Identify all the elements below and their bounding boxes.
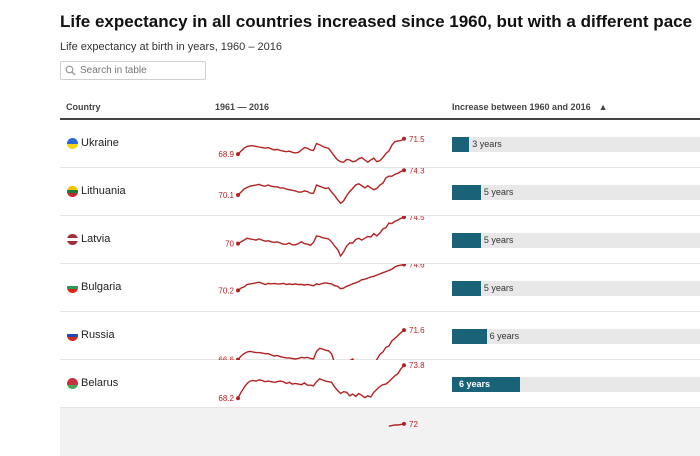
sparkline-end-point	[402, 216, 406, 220]
sparkline-end-point	[402, 136, 406, 141]
page-title: Life expectancy in all countries increas…	[60, 12, 693, 31]
table-row: 72	[60, 408, 700, 456]
sparkline-path	[237, 264, 405, 291]
sparkline-end-label: 74.5	[409, 216, 425, 222]
sparkline-end-point	[402, 264, 406, 267]
sparkline-path	[237, 169, 405, 205]
table-row: Lithuania 70.1 74.3 5 years	[60, 168, 700, 216]
search-input[interactable]	[80, 65, 200, 76]
sparkline-start-point	[236, 357, 240, 360]
sparkline-path	[237, 216, 405, 258]
sparkline-start-point	[236, 193, 240, 198]
increase-bar	[452, 281, 481, 296]
sparkline-path	[388, 423, 405, 427]
sparkline: 70 74.5	[225, 216, 425, 258]
sparkline-end-point	[402, 421, 406, 426]
sparkline-end-label: 73.8	[409, 361, 425, 370]
increase-bar-track	[452, 137, 700, 152]
table-header: Country 1961 — 2016 Increase between 196…	[60, 96, 700, 120]
search-box[interactable]	[60, 61, 206, 80]
sparkline: 68.2 73.8	[218, 361, 425, 403]
sparkline-end-label: 71.6	[409, 326, 425, 335]
sparkline-start-point	[236, 288, 240, 293]
increase-bar	[452, 233, 481, 248]
sparkline-start-label: 70.2	[218, 286, 234, 295]
table-body: Ukraine 68.9 71.5 3 years Lithuania 70.1 74.3 5…	[60, 120, 700, 456]
flag-icon	[67, 330, 78, 341]
flag-icon	[67, 138, 78, 149]
flag-icon	[67, 234, 78, 245]
increase-label: 5 years	[483, 283, 514, 293]
table-row: Ukraine 68.9 71.5 3 years	[60, 120, 700, 168]
country-name: Ukraine	[81, 137, 119, 149]
sparkline-start-point	[236, 241, 240, 246]
increase-bar-track	[452, 185, 700, 200]
increase-bar	[452, 377, 520, 392]
sort-ascending-icon[interactable]: ▲	[598, 102, 608, 112]
sparkline-start-label: 68.9	[218, 150, 234, 159]
flag-icon	[67, 282, 78, 293]
page-subtitle: Life expectancy at birth in years, 1960 …	[60, 41, 282, 53]
sparkline: 68.9 71.5	[218, 135, 425, 164]
sparkline: 66.6 71.6	[218, 326, 425, 360]
country-name: Latvia	[81, 233, 111, 245]
country-name: Russia	[81, 329, 115, 341]
sparkline-end-point	[402, 168, 406, 173]
sparkline-end-label: 74.6	[409, 264, 425, 270]
increase-bar	[452, 185, 481, 200]
sparkline-start-point	[236, 396, 240, 401]
column-header-increase-label: Increase between 1960 and 2016	[452, 102, 591, 112]
country-name: Lithuania	[81, 185, 126, 197]
increase-label: 3 years	[472, 139, 502, 149]
sparkline: 72	[388, 420, 418, 429]
table-row: Belarus 68.2 73.8 6 years	[60, 360, 700, 408]
sparkline-start-label: 68.2	[218, 394, 234, 403]
increase-bar	[452, 329, 487, 344]
sparkline-path	[237, 138, 405, 164]
table-row: Latvia 70 74.5 5 years	[60, 216, 700, 264]
increase-label: 6 years	[489, 331, 520, 341]
increase-bar-track	[452, 281, 700, 296]
sparkline: 70.1 74.3	[218, 168, 425, 205]
flag-icon	[67, 186, 78, 197]
increase-label: 6 years	[459, 379, 491, 389]
increase-bar	[452, 137, 470, 152]
sparkline-end-label: 72	[409, 420, 418, 429]
country-name: Belarus	[81, 377, 119, 389]
table-row: Bulgaria 70.2 74.6 5 years	[60, 264, 700, 312]
sparkline-end-label: 74.3	[409, 168, 425, 175]
country-name: Bulgaria	[81, 281, 122, 293]
increase-bar-track	[452, 233, 700, 248]
sparkline-end-point	[402, 328, 406, 333]
table-row: Russia 66.6 71.6 6 years	[60, 312, 700, 360]
sparkline: 70.2 74.6	[218, 264, 425, 295]
sparkline-path	[237, 364, 405, 399]
sparkline-path	[237, 329, 405, 360]
search-icon	[65, 65, 76, 76]
increase-label: 5 years	[483, 235, 514, 245]
column-header-increase[interactable]: Increase between 1960 and 2016 ▲	[452, 102, 608, 112]
sparkline-start-point	[236, 152, 240, 157]
sparkline-start-label: 70	[225, 240, 234, 249]
sparkline-start-label: 66.6	[218, 356, 234, 360]
sparkline-end-label: 71.5	[409, 135, 425, 144]
column-header-country[interactable]: Country	[66, 102, 101, 112]
increase-label: 5 years	[483, 187, 514, 197]
flag-icon	[67, 378, 78, 389]
column-header-trend[interactable]: 1961 — 2016	[215, 102, 270, 112]
increase-bar-track	[452, 329, 700, 344]
sparkline-start-label: 70.1	[218, 191, 234, 200]
sparkline-end-point	[402, 363, 406, 368]
